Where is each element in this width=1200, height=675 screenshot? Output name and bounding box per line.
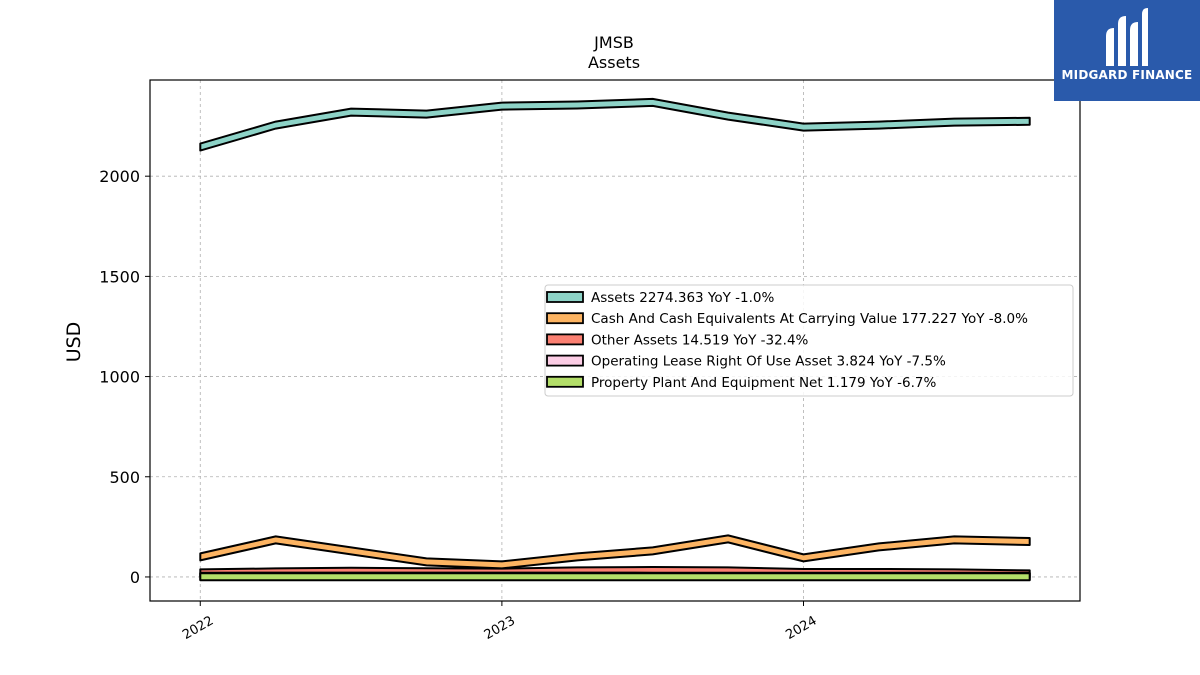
- brand-logo: MIDGARD FINANCE: [1054, 0, 1200, 101]
- y-tick-label: 1500: [99, 267, 140, 286]
- legend-swatch: [546, 312, 584, 325]
- y-tick-label: 2000: [99, 167, 140, 186]
- legend-label: Operating Lease Right Of Use Asset 3.824…: [591, 354, 946, 370]
- series-band-0: [199, 97, 1031, 152]
- legend-label: Assets 2274.363 YoY -1.0%: [591, 290, 775, 306]
- y-tick-label: 500: [109, 468, 140, 487]
- legend-swatch: [546, 354, 584, 367]
- chart-subtitle: Assets: [588, 53, 640, 72]
- series-band-4: [199, 572, 1031, 582]
- legend-label: Cash And Cash Equivalents At Carrying Va…: [591, 311, 1028, 327]
- y-tick-label: 0: [130, 568, 140, 587]
- legend-swatch: [546, 333, 584, 346]
- midgard-logo-icon: [1106, 8, 1148, 66]
- x-tick-label: 2024: [783, 613, 819, 643]
- x-tick-label: 2023: [482, 613, 518, 643]
- plot-frame: [149, 79, 1081, 602]
- legend-label: Property Plant And Equipment Net 1.179 Y…: [591, 375, 936, 391]
- legend-label: Other Assets 14.519 YoY -32.4%: [591, 332, 809, 348]
- x-axis: 2022 2023 2024: [180, 601, 820, 643]
- series-band-1: [199, 534, 1031, 570]
- x-tick-label: 2022: [180, 613, 216, 643]
- series-layer: [199, 97, 1031, 582]
- y-tick-label: 1000: [99, 368, 140, 387]
- chart-title: JMSB: [593, 33, 634, 52]
- y-axis: 0 500 1000 1500 2000: [99, 167, 150, 587]
- logo-text: MIDGARD FINANCE: [1061, 68, 1193, 82]
- legend-swatch: [546, 291, 584, 303]
- legend-box: [544, 284, 1074, 397]
- legend-swatch: [546, 375, 584, 388]
- y-axis-label: USD: [63, 322, 85, 363]
- legend: Assets 2274.363 YoY -1.0% Cash And Cash E…: [544, 284, 1074, 397]
